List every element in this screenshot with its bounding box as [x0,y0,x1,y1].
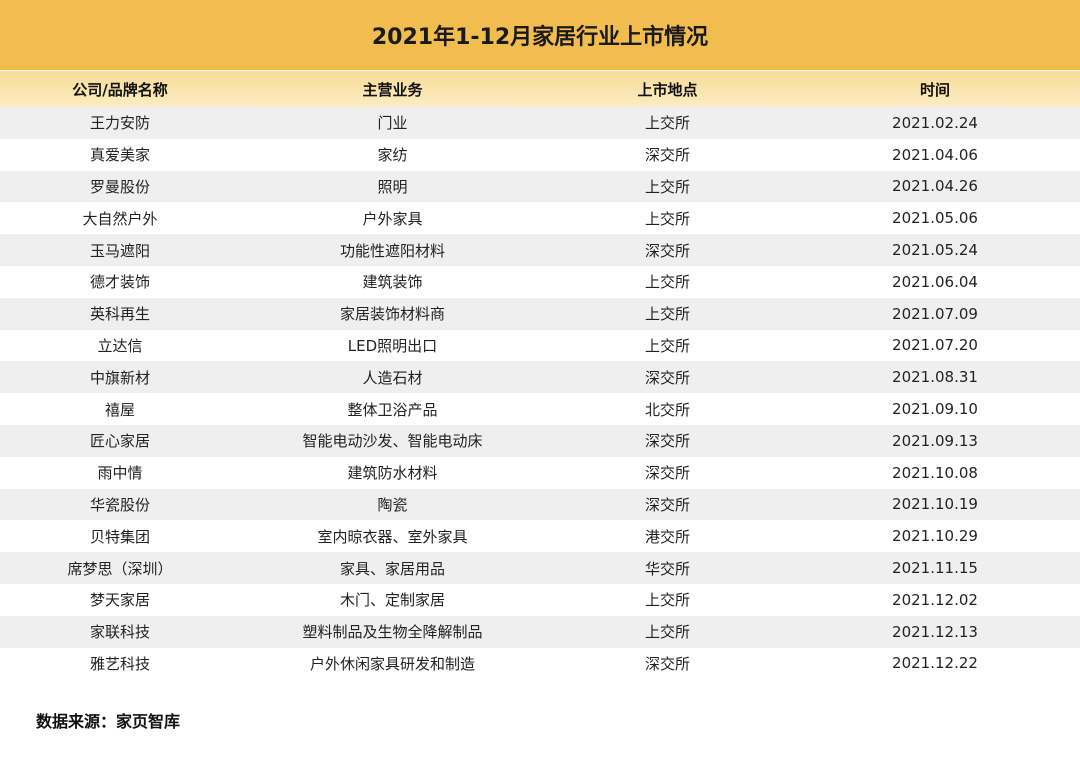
cell-exchange: 深交所 [644,146,690,165]
cell-business: 室内晾衣器、室外家具 [317,527,468,546]
cell-date: 2021.10.08 [892,463,978,482]
column-header-business: 主营业务 [362,80,423,99]
cell-company: 席梦思（深圳） [67,559,173,578]
table-row: 罗曼股份 照明 上交所 2021.04.26 [0,170,1080,203]
cell-business: 门业 [377,114,408,133]
table-row: 雨中情 建筑防水材料 深交所 2021.10.08 [0,456,1080,489]
table-row: 华瓷股份 陶瓷 深交所 2021.10.19 [0,488,1080,521]
cell-company: 家联科技 [89,623,150,642]
cell-date: 2021.02.24 [892,113,978,132]
cell-date: 2021.07.20 [892,336,978,355]
cell-exchange: 深交所 [644,654,690,673]
cell-exchange: 上交所 [644,177,690,196]
cell-date: 2021.12.22 [892,654,978,673]
cell-date: 2021.11.15 [892,559,978,578]
cell-exchange: 上交所 [644,336,690,355]
cell-date: 2021.12.02 [892,590,978,609]
table-row: 真爱美家 家纺 深交所 2021.04.06 [0,138,1080,171]
cell-business: 建筑装饰 [362,273,423,292]
cell-date: 2021.10.19 [892,495,978,514]
cell-company: 德才装饰 [89,273,150,292]
table-row: 玉马遮阳 功能性遮阳材料 深交所 2021.05.24 [0,234,1080,266]
column-header-exchange: 上市地点 [637,80,698,99]
title-band: 2021年1-12月家居行业上市情况 [0,0,1080,70]
page-title: 2021年1-12月家居行业上市情况 [371,25,709,50]
cell-business: LED照明出口 [347,336,438,355]
cell-business: 塑料制品及生物全降解制品 [302,623,483,642]
cell-company: 中旗新材 [89,368,150,387]
cell-company: 匠心家居 [89,432,150,451]
table-row: 大自然户外 户外家具 上交所 2021.05.06 [0,202,1080,235]
table-row: 梦天家居 木门、定制家居 上交所 2021.12.02 [0,583,1080,616]
cell-business: 功能性遮阳材料 [339,241,445,260]
cell-company: 王力安防 [89,114,150,133]
cell-exchange: 深交所 [644,495,690,514]
cell-exchange: 深交所 [644,432,690,451]
cell-date: 2021.12.13 [892,622,978,641]
cell-exchange: 上交所 [644,114,690,133]
cell-company: 梦天家居 [89,591,150,610]
cell-date: 2021.05.06 [892,209,978,228]
cell-company: 禧屋 [104,400,135,419]
cell-exchange: 深交所 [644,368,690,387]
table-row: 禧屋 整体卫浴产品 北交所 2021.09.10 [0,393,1080,425]
cell-company: 真爱美家 [89,146,150,165]
cell-date: 2021.10.29 [892,527,978,546]
cell-date: 2021.06.04 [892,272,978,291]
cell-exchange: 深交所 [644,464,690,483]
cell-company: 罗曼股份 [89,177,150,196]
table-row: 贝特集团 室内晾衣器、室外家具 港交所 2021.10.29 [0,520,1080,553]
cell-business: 人造石材 [362,368,423,387]
cell-exchange: 上交所 [644,591,690,610]
cell-company: 雨中情 [97,464,143,483]
table-row: 匠心家居 智能电动沙发、智能电动床 深交所 2021.09.13 [0,424,1080,457]
cell-exchange: 华交所 [644,559,690,578]
table-row: 雅艺科技 户外休闲家具研发和制造 深交所 2021.12.22 [0,647,1080,680]
column-header-company: 公司/品牌名称 [72,80,168,99]
cell-business: 整体卫浴产品 [347,400,438,419]
cell-company: 英科再生 [89,305,150,324]
cell-exchange: 北交所 [644,400,690,419]
cell-exchange: 港交所 [644,527,690,546]
column-header-date: 时间 [919,80,950,99]
cell-date: 2021.09.10 [892,400,978,419]
cell-business: 建筑防水材料 [347,464,438,483]
cell-company: 雅艺科技 [89,654,150,673]
cell-date: 2021.08.31 [892,368,978,387]
table-row: 中旗新材 人造石材 深交所 2021.08.31 [0,361,1080,394]
table-header: 公司/品牌名称 主营业务 上市地点 时间 [0,71,1080,107]
cell-business: 照明 [377,177,408,196]
cell-date: 2021.05.24 [892,241,978,260]
cell-business: 家具、家居用品 [339,559,445,578]
cell-date: 2021.04.06 [892,145,978,164]
cell-date: 2021.04.26 [892,177,978,196]
table-row: 立达信 LED照明出口 上交所 2021.07.20 [0,329,1080,362]
cell-exchange: 上交所 [644,623,690,642]
cell-business: 木门、定制家居 [339,591,445,610]
table-row: 王力安防 门业 上交所 2021.02.24 [0,107,1080,139]
data-source: 数据来源：家页智库 [36,712,181,731]
cell-company: 立达信 [97,336,143,355]
cell-company: 大自然户外 [82,209,158,228]
cell-business: 户外家具 [362,209,423,228]
cell-business: 陶瓷 [377,495,408,514]
cell-business: 户外休闲家具研发和制造 [309,654,475,673]
cell-business: 智能电动沙发、智能电动床 [302,432,483,451]
cell-exchange: 上交所 [644,209,690,228]
cell-business: 家纺 [377,146,408,165]
table-row: 家联科技 塑料制品及生物全降解制品 上交所 2021.12.13 [0,615,1080,648]
cell-business: 家居装饰材料商 [339,305,445,324]
cell-company: 华瓷股份 [89,495,150,514]
cell-exchange: 深交所 [644,241,690,260]
cell-date: 2021.07.09 [892,304,978,323]
table-row: 席梦思（深圳） 家具、家居用品 华交所 2021.11.15 [0,552,1080,584]
table-row: 德才装饰 建筑装饰 上交所 2021.06.04 [0,265,1080,298]
cell-exchange: 上交所 [644,305,690,324]
cell-company: 玉马遮阳 [89,241,150,260]
cell-date: 2021.09.13 [892,431,978,450]
cell-exchange: 上交所 [644,273,690,292]
table-row: 英科再生 家居装饰材料商 上交所 2021.07.09 [0,297,1080,330]
table-body: 王力安防 门业 上交所 2021.02.24 真爱美家 家纺 深交所 2021.04.06 罗曼… [0,107,1080,680]
cell-company: 贝特集团 [89,527,150,546]
